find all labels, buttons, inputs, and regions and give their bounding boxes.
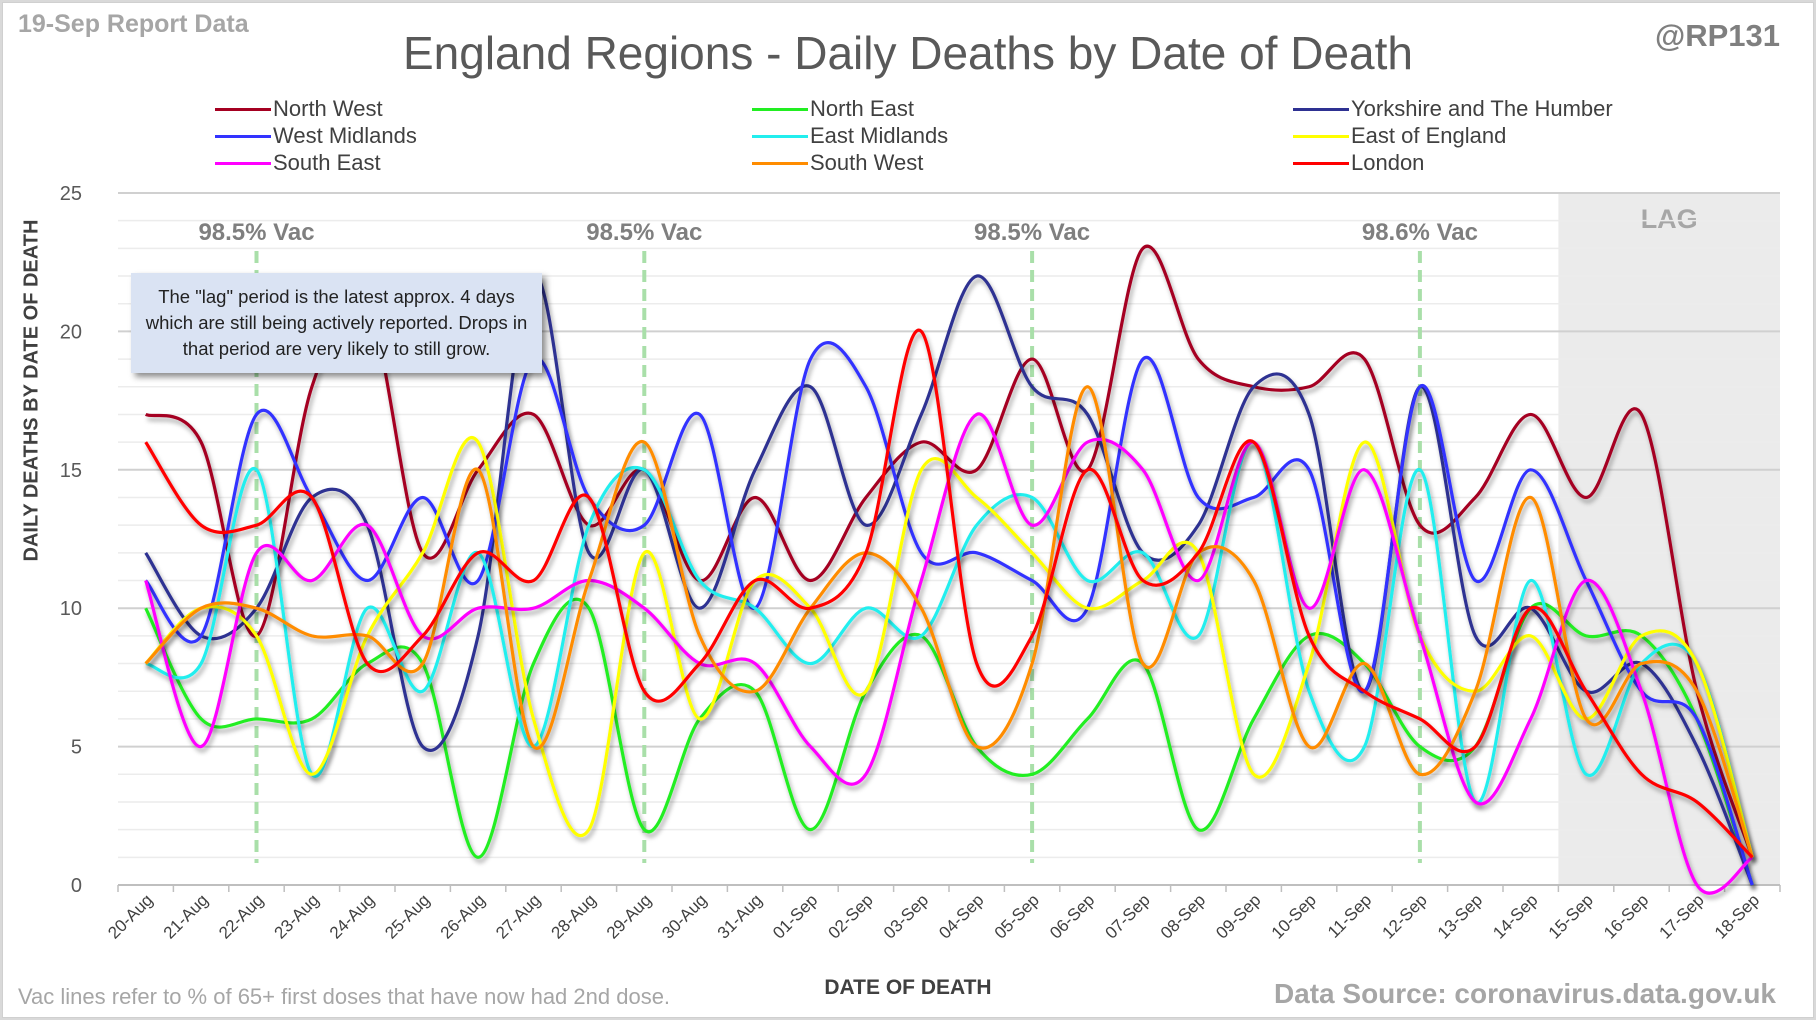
- x-tick-label: 23-Aug: [271, 890, 323, 942]
- series-line-east-of-england: [144, 436, 1754, 858]
- lag-label: LAG: [1641, 204, 1698, 234]
- x-tick-label: 04-Sep: [935, 890, 987, 942]
- series-line-south-west: [144, 385, 1754, 858]
- y-axis-label: DAILY DEATHS BY DATE OF DEATH: [21, 220, 44, 562]
- legend-swatch: [215, 161, 271, 165]
- x-tick-label: 08-Sep: [1157, 890, 1209, 942]
- series-line-south-east: [144, 412, 1754, 895]
- x-tick-label: 06-Sep: [1046, 890, 1098, 942]
- legend-item: North East: [752, 96, 914, 122]
- legend-item: South East: [215, 150, 381, 176]
- x-axis-label: DATE OF DEATH: [824, 976, 992, 999]
- x-tick-label: 07-Sep: [1102, 890, 1154, 942]
- x-tick-label: 21-Aug: [160, 890, 212, 942]
- x-tick-label: 11-Sep: [1324, 890, 1375, 941]
- y-tick-label: 5: [71, 737, 82, 759]
- x-tick-label: 27-Aug: [492, 890, 544, 942]
- legend-item: East of England: [1293, 123, 1506, 149]
- legend-swatch: [215, 134, 271, 138]
- series-line-london: [144, 328, 1754, 859]
- x-tick-label: 25-Aug: [381, 890, 433, 942]
- x-tick-label: 18-Sep: [1711, 890, 1763, 942]
- legend-swatch: [752, 107, 808, 111]
- y-tick-label: 0: [71, 875, 82, 897]
- vac-label: 98.5% Vac: [974, 219, 1090, 246]
- data-source: Data Source: coronavirus.data.gov.uk: [1273, 978, 1776, 1009]
- x-tick-label: 03-Sep: [880, 890, 932, 942]
- x-tick-label: 29-Aug: [603, 890, 655, 942]
- series-line-east-midlands: [145, 440, 1754, 858]
- x-tick-label: 02-Sep: [825, 890, 877, 942]
- y-tick-label: 10: [60, 598, 82, 620]
- chart-title: England Regions - Daily Deaths by Date o…: [402, 27, 1413, 79]
- legend-item: London: [1293, 150, 1424, 176]
- x-tick-label: 17-Sep: [1656, 890, 1708, 942]
- vac-footnote: Vac lines refer to % of 65+ first doses …: [18, 984, 671, 1009]
- legend-swatch: [1293, 161, 1349, 165]
- legend-swatch: [752, 134, 808, 138]
- x-tick-label: 22-Aug: [215, 890, 267, 942]
- legend-item: West Midlands: [215, 123, 417, 149]
- legend-swatch: [752, 161, 808, 165]
- legend-item: East Midlands: [752, 123, 948, 149]
- lag-explanation-note: The "lag" period is the latest approx. 4…: [131, 273, 542, 373]
- legend-label: North East: [810, 96, 914, 121]
- x-tick-label: 15-Sep: [1545, 890, 1597, 942]
- x-tick-label: 09-Sep: [1212, 890, 1264, 942]
- author-handle: @RP131: [1654, 18, 1780, 53]
- legend-label: London: [1351, 150, 1425, 175]
- legend-swatch: [215, 107, 271, 111]
- x-tick-label: 01-Sep: [769, 890, 821, 942]
- vac-label: 98.5% Vac: [198, 219, 314, 246]
- legend-item: South West: [752, 150, 923, 176]
- vac-label: 98.6% Vac: [1362, 219, 1478, 246]
- series-line-west-midlands: [144, 341, 1754, 886]
- legend-item: Yorkshire and The Humber: [1293, 96, 1613, 122]
- x-tick-label: 26-Aug: [437, 890, 489, 942]
- vac-label: 98.5% Vac: [586, 219, 702, 246]
- y-tick-label: 20: [60, 321, 82, 343]
- legend-label: South West: [810, 150, 924, 175]
- x-tick-label: 24-Aug: [326, 890, 378, 942]
- legend-label: West Midlands: [273, 123, 417, 148]
- x-tick-label: 31-Aug: [714, 890, 766, 942]
- x-tick-label: 30-Aug: [658, 890, 710, 942]
- legend-label: Yorkshire and The Humber: [1351, 96, 1613, 121]
- x-tick-label: 20-Aug: [104, 890, 156, 942]
- x-tick-label: 05-Sep: [991, 890, 1043, 942]
- x-tick-label: 12-Sep: [1379, 890, 1431, 942]
- legend-label: North West: [273, 96, 383, 121]
- y-tick-label: 15: [60, 460, 82, 482]
- x-tick-label: 28-Aug: [548, 890, 600, 942]
- x-tick-label: 14-Sep: [1489, 890, 1541, 942]
- x-tick-label: 13-Sep: [1434, 890, 1486, 942]
- x-tick-label: 16-Sep: [1600, 890, 1652, 942]
- report-date: 19-Sep Report Data: [18, 10, 249, 38]
- legend-label: East of England: [1351, 123, 1507, 148]
- legend-label: South East: [273, 150, 381, 175]
- legend-label: East Midlands: [810, 123, 949, 148]
- legend-swatch: [1293, 107, 1349, 111]
- legend-swatch: [1293, 134, 1349, 138]
- x-tick-label: 10-Sep: [1268, 890, 1320, 942]
- y-tick-label: 25: [60, 183, 82, 205]
- legend-item: North West: [215, 96, 383, 122]
